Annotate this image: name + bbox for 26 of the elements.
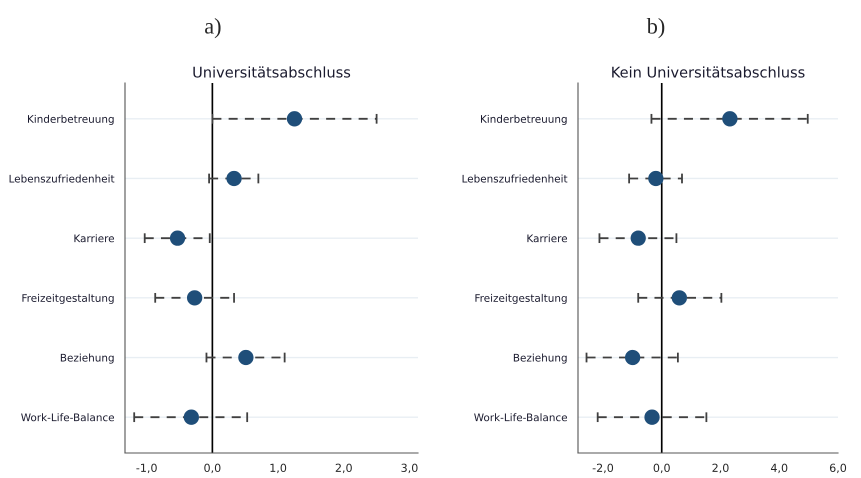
y-tick-label: Lebenszufriedenheit (462, 174, 568, 183)
x-tick-label: 3,0 (401, 464, 418, 474)
x-tick-label: 4,0 (770, 464, 788, 474)
y-tick-label: Beziehung (514, 354, 567, 364)
x-tick-label: 0,0 (654, 464, 670, 474)
x-tick-label: 2,0 (712, 464, 729, 474)
y-tick-label: Lebenszufriedenheit (10, 174, 114, 183)
y-tick-label: Work-Life-Balance (21, 413, 114, 422)
y-tick-label: Kinderbetreuung (28, 114, 114, 125)
x-tick-label: -1,0 (136, 464, 157, 474)
y-tick-label: Kinderbetreuung (480, 114, 567, 125)
x-tick-label: 6,0 (830, 464, 846, 474)
y-tick-label: Work-Life-Balance (474, 413, 568, 422)
y-tick-label: Beziehung (60, 354, 114, 364)
x-tick-label: 1,0 (270, 464, 286, 474)
x-tick-label: -2,0 (592, 464, 614, 474)
y-tick-label: Karriere (74, 234, 114, 242)
text: a) (205, 18, 221, 38)
x-tick-label: 2,0 (336, 464, 352, 474)
chart-title: Kein Universitätsabschluss (612, 66, 805, 78)
y-tick-label: Karriere (527, 234, 568, 242)
text: b) (646, 18, 664, 38)
chart-title: Universitätsabschluss (193, 66, 350, 78)
y-tick-label: Freizeitgestaltung (475, 294, 567, 304)
x-tick-label: 0,0 (204, 464, 220, 474)
y-tick-label: Freizeitgestaltung (22, 294, 114, 304)
